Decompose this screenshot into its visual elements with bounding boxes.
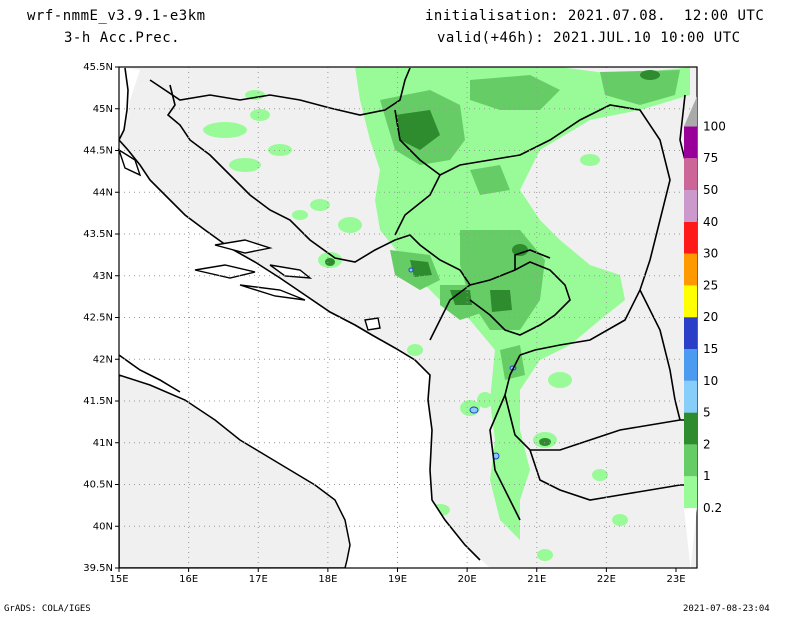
lat-label: 43.5N bbox=[83, 229, 113, 240]
lat-label: 39.5N bbox=[83, 563, 113, 574]
lon-label: 16E bbox=[179, 574, 198, 585]
lon-label: 21E bbox=[527, 574, 546, 585]
colorbar-swatch bbox=[684, 444, 697, 477]
lon-label: 15E bbox=[109, 574, 128, 585]
colorbar-swatch bbox=[684, 412, 697, 445]
lon-label: 22E bbox=[597, 574, 616, 585]
lon-label: 17E bbox=[249, 574, 268, 585]
colorbar-high-arrow bbox=[684, 96, 697, 127]
lat-label: 45N bbox=[93, 104, 113, 115]
lon-label: 23E bbox=[666, 574, 685, 585]
colorbar-swatch bbox=[684, 126, 697, 159]
colorbar-swatch bbox=[684, 380, 697, 413]
init-time-label: initialisation: 2021.07.08. 12:00 UTC bbox=[425, 8, 765, 24]
lat-label: 44N bbox=[93, 187, 113, 198]
lat-label: 44.5N bbox=[83, 146, 113, 157]
lat-label: 42.5N bbox=[83, 313, 113, 324]
grads-credit: GrADS: COLA/IGES bbox=[4, 604, 91, 614]
lon-label: 19E bbox=[388, 574, 407, 585]
lat-label: 43N bbox=[93, 271, 113, 282]
map-axes: 15E 16E 17E 18E 19E 20E 21E 22E 23E 45.5N 45N 44.5N… bbox=[83, 62, 685, 585]
colorbar-swatch bbox=[684, 317, 697, 349]
colorbar-label: 20 bbox=[703, 310, 718, 324]
colorbar-label: 100 bbox=[703, 119, 726, 133]
colorbar-swatch bbox=[684, 253, 697, 286]
colorbar-low-arrow bbox=[684, 508, 697, 568]
lat-label: 40N bbox=[93, 521, 113, 532]
model-label: wrf-nmmE_v3.9.1-e3km bbox=[27, 8, 206, 24]
colorbar-swatch bbox=[684, 158, 697, 190]
lon-label: 18E bbox=[318, 574, 337, 585]
lat-label: 41.5N bbox=[83, 396, 113, 407]
lat-label: 40.5N bbox=[83, 480, 113, 491]
lat-lon-grid bbox=[119, 67, 697, 568]
colorbar-label: 40 bbox=[703, 215, 718, 229]
lat-label: 41N bbox=[93, 438, 113, 449]
colorbar-label: 50 bbox=[703, 183, 718, 197]
colorbar-swatch bbox=[684, 285, 697, 318]
colorbar-label: 2 bbox=[703, 437, 711, 451]
colorbar-label: 5 bbox=[703, 406, 711, 420]
lat-label: 42N bbox=[93, 354, 113, 365]
colorbar-label: 0.2 bbox=[703, 501, 722, 515]
precip-heavy-areas bbox=[325, 70, 660, 446]
field-label: 3-h Acc.Prec. bbox=[64, 30, 181, 46]
colorbar-label: 30 bbox=[703, 247, 718, 261]
lat-label: 45.5N bbox=[83, 62, 113, 73]
colorbar-swatch bbox=[684, 476, 697, 508]
colorbar-label: 10 bbox=[703, 374, 718, 388]
colorbar-label: 75 bbox=[703, 151, 718, 165]
colorbar-swatch bbox=[684, 349, 697, 381]
colorbar-label: 25 bbox=[703, 278, 718, 292]
render-timestamp: 2021-07-08-23:04 bbox=[683, 604, 770, 614]
islands bbox=[117, 148, 381, 331]
colorbar-swatch bbox=[684, 190, 697, 222]
lon-label: 20E bbox=[458, 574, 477, 585]
colorbar-swatch bbox=[684, 221, 697, 254]
colorbar-label: 1 bbox=[703, 469, 711, 483]
valid-time-label: valid(+46h): 2021.JUL.10 10:00 UTC bbox=[437, 30, 741, 46]
colorbar-label: 15 bbox=[703, 342, 718, 356]
adriatic-sea-north bbox=[119, 67, 140, 140]
